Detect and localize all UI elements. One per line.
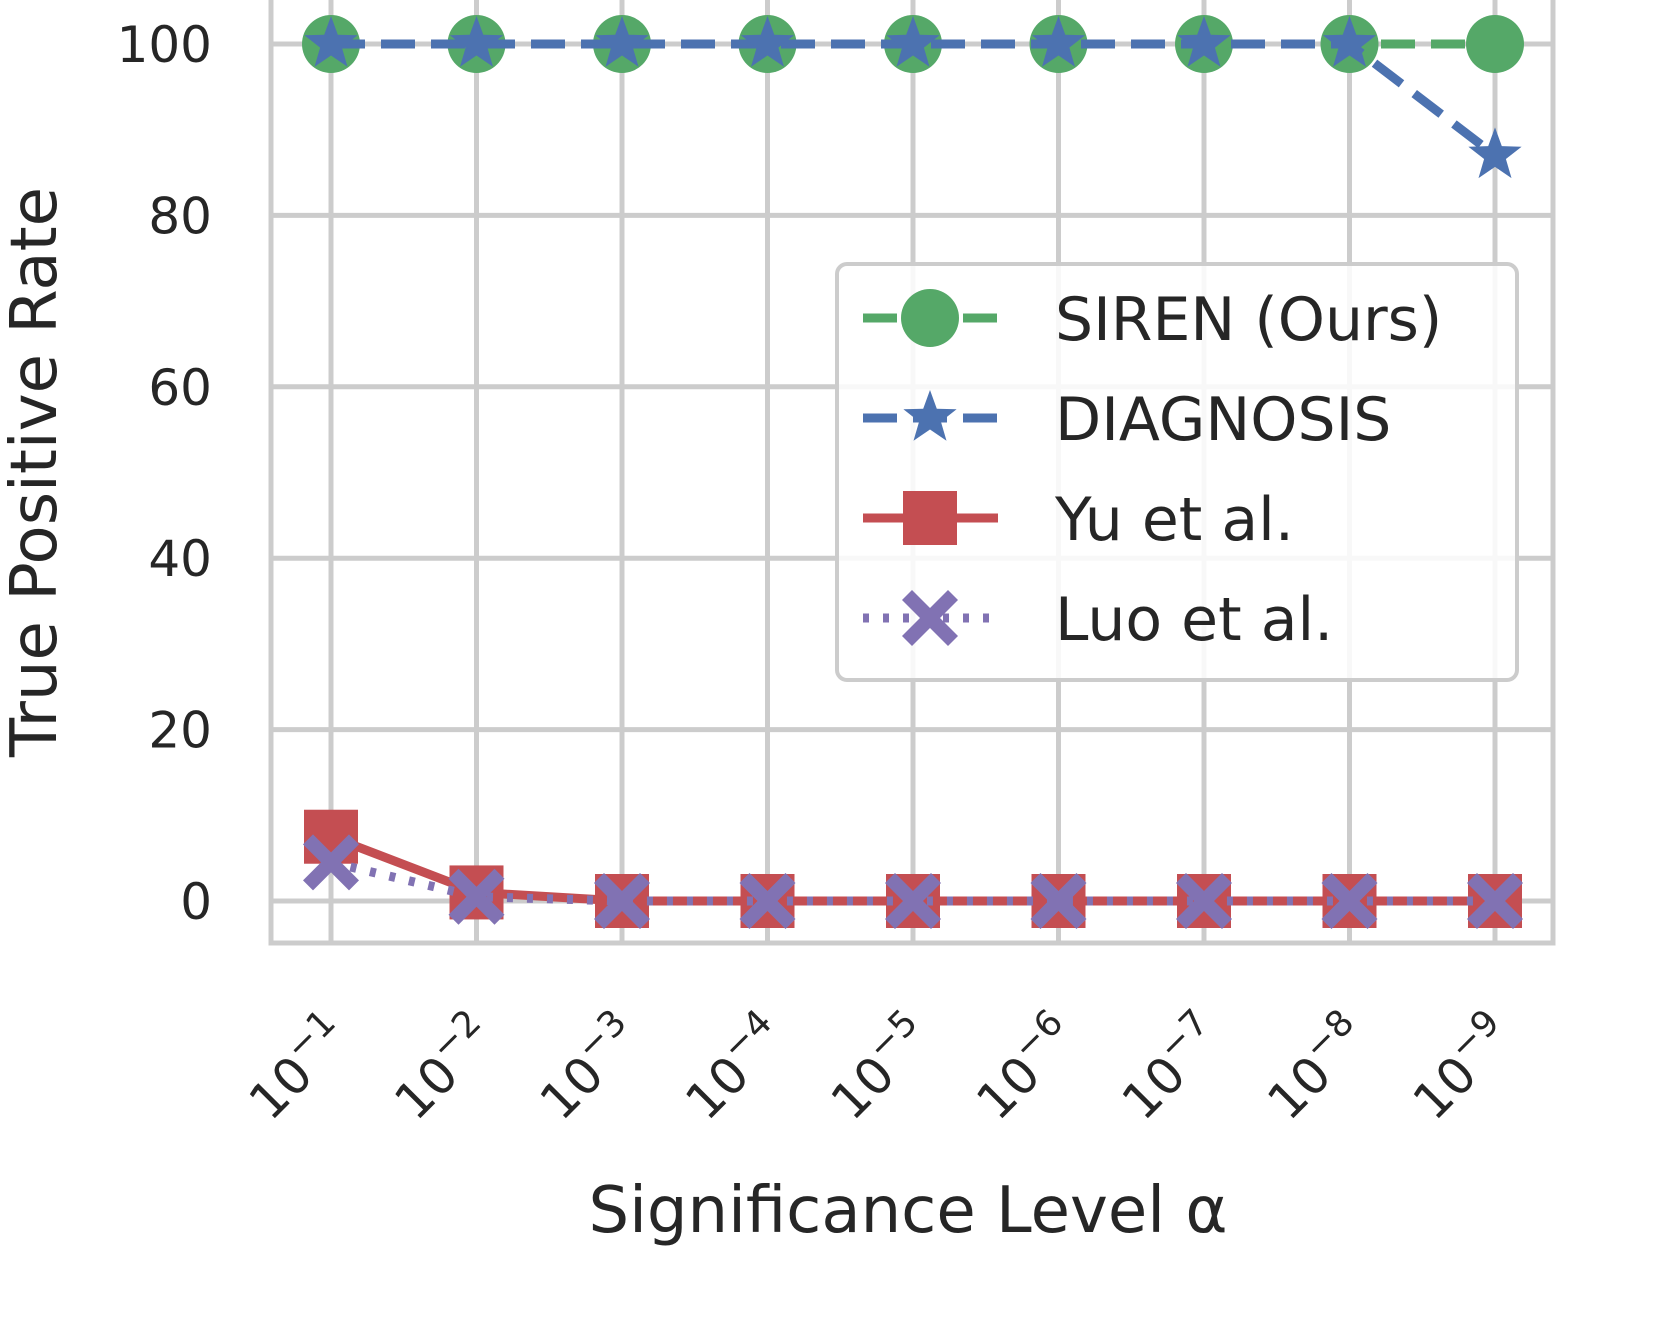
data-point [1322, 16, 1377, 67]
plot-frame [268, 0, 1556, 946]
legend-box [835, 262, 1519, 682]
data-point [1030, 873, 1087, 929]
data-point [1031, 16, 1086, 67]
legend-label: Luo et al. [1055, 585, 1333, 655]
data-point [448, 868, 505, 925]
legend-entry: Luo et al. [863, 585, 1333, 655]
data-point [1468, 127, 1522, 179]
legend-label: SIREN (Ours) [1055, 285, 1442, 355]
series-luo-et-al [303, 834, 1523, 929]
data-point [303, 834, 359, 891]
data-point [885, 873, 941, 929]
data-point [594, 873, 650, 929]
y-tick-label: 100 [117, 16, 212, 74]
data-point [449, 16, 504, 67]
data-point [1321, 873, 1378, 929]
legend-marker [903, 491, 957, 545]
data-point [1467, 873, 1523, 929]
data-point [739, 873, 796, 929]
y-tick-label: 80 [148, 187, 212, 245]
legend-marker [902, 590, 958, 646]
legend-entry: Yu et al. [863, 485, 1294, 555]
legend-label: DIAGNOSIS [1055, 385, 1391, 455]
legend: SIREN (Ours) DIAGNOSIS Yu et al. Luo et al. [835, 262, 1519, 682]
y-tick-label: 60 [148, 359, 212, 417]
data-point [304, 16, 358, 67]
legend-marker [901, 289, 959, 347]
data-point [1176, 873, 1232, 929]
data-point [1177, 16, 1231, 67]
legend-marker [903, 390, 957, 441]
legend-entry: DIAGNOSIS [863, 385, 1391, 455]
legend-entry: SIREN (Ours) [863, 285, 1442, 355]
data-point [595, 16, 649, 67]
series-diagnosis [304, 16, 1522, 179]
data-point [886, 16, 940, 67]
data-point [740, 16, 795, 67]
y-tick-label: 40 [148, 530, 212, 588]
series-layer [302, 15, 1524, 929]
legend-label: Yu et al. [1054, 485, 1294, 555]
x-axis-label: Significance Level α [588, 1174, 1227, 1248]
y-tick-label: 20 [148, 702, 212, 760]
y-tick-labels: 0 20 40 60 80 100 [117, 16, 212, 931]
y-tick-label: 0 [180, 873, 212, 931]
data-point [1466, 15, 1524, 73]
y-axis-label: True Positive Rate [0, 187, 72, 758]
